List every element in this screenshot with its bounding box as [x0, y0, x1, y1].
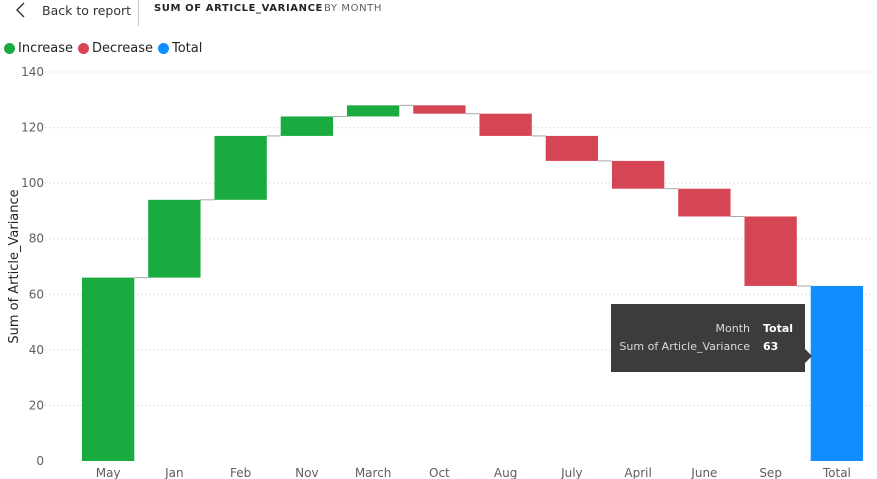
bar-jan [148, 199, 201, 278]
bar-aug [479, 113, 532, 136]
legend-dot-total [157, 43, 169, 54]
x-tick-label: Feb [230, 466, 251, 479]
chevron-left-icon [16, 2, 25, 18]
tooltip-row-month: Month Total [611, 322, 805, 338]
back-label: Back to report [42, 2, 132, 18]
bar-april [611, 160, 665, 189]
bar-may [81, 277, 135, 461]
bar-march [346, 105, 400, 117]
chart-legend: Increase Decrease Total [4, 41, 207, 56]
y-tick-label: 120 [21, 121, 44, 135]
back-to-report-button[interactable]: Back to report [12, 0, 131, 20]
bar-feb [214, 135, 267, 200]
y-tick-label: 20 [29, 398, 44, 412]
legend-label-total: Total [171, 41, 203, 56]
x-tick-label: Aug [494, 466, 517, 479]
legend-item-increase[interactable]: Increase [4, 41, 73, 56]
x-tick-label: Oct [429, 466, 450, 479]
x-tick-label: April [624, 466, 651, 479]
y-tick-label: 60 [29, 287, 44, 301]
legend-label-decrease: Decrease [92, 41, 153, 56]
tooltip-key: Sum of Article_Variance [619, 340, 750, 353]
tooltip-pointer [805, 349, 812, 363]
x-tick-label: July [560, 466, 583, 479]
tooltip-key: Month [715, 322, 750, 335]
bar-total [810, 285, 864, 461]
tooltip-value: Total [763, 322, 794, 335]
y-tick-label: 100 [21, 176, 44, 190]
legend-item-decrease[interactable]: Decrease [78, 41, 153, 56]
bar-july [545, 135, 599, 161]
x-tick-label: Nov [295, 466, 318, 479]
x-tick-label: Total [822, 466, 851, 479]
legend-dot-decrease [78, 43, 90, 54]
report-header: Back to report SUM OF ARTICLE_VARIANCE B… [0, 0, 877, 26]
tooltip-row-variance: Sum of Article_Variance 63 [611, 340, 805, 356]
bar-oct [413, 105, 466, 114]
header-divider [138, 0, 139, 26]
y-tick-label: 140 [21, 65, 44, 79]
y-tick-label: 0 [36, 454, 44, 468]
x-tick-label: Sep [759, 466, 782, 479]
y-tick-label: 80 [29, 232, 44, 246]
legend-item-total[interactable]: Total [157, 41, 203, 56]
legend-dot-increase [4, 43, 15, 54]
tooltip-value: 63 [763, 340, 779, 353]
legend-label-increase: Increase [18, 41, 74, 56]
bar-nov [280, 116, 334, 136]
x-tick-label: May [96, 466, 121, 479]
visual-title: SUM OF ARTICLE_VARIANCE [154, 3, 323, 14]
chart-tooltip: Month Total Sum of Article_Variance 63 [611, 304, 805, 372]
y-tick-label: 40 [29, 343, 44, 357]
y-axis-title: Sum of Article_Variance [7, 189, 22, 343]
x-tick-label: Jan [164, 466, 184, 479]
x-tick-label: June [690, 466, 717, 479]
bar-sep [744, 216, 797, 286]
bar-june [678, 188, 731, 217]
visual-subtitle: BY MONTH [324, 3, 383, 14]
x-tick-label: March [355, 466, 392, 479]
